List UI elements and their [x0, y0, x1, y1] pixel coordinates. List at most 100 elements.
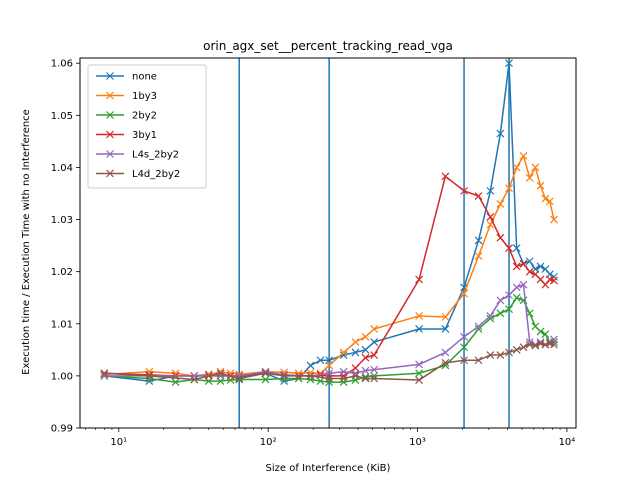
data-point: [505, 305, 513, 314]
plot-area: 10¹ 10² 10³ 10⁴ 0.99 1.00 1.01 1.02 1.03 1.04 1.05…: [51, 57, 577, 448]
data-point: [536, 181, 545, 190]
data-point: [505, 244, 513, 253]
data-point: [460, 289, 468, 298]
y-axis-title: Execution time / Execution Time with no …: [21, 109, 32, 375]
data-point: [460, 283, 468, 292]
data-point: [339, 374, 348, 383]
data-point: [415, 312, 424, 320]
data-point: [361, 373, 370, 381]
data-point: [351, 338, 360, 346]
data-point: [145, 370, 154, 379]
data-point: [512, 293, 521, 302]
data-point: [370, 338, 379, 346]
data-point: [361, 345, 370, 354]
data-point: [361, 366, 370, 375]
data-point: [361, 332, 370, 341]
data-point: [415, 325, 424, 333]
data-point: [370, 351, 379, 359]
data-point: [460, 332, 468, 341]
data-point: [496, 233, 505, 242]
y-tick-label: 1.01: [51, 319, 73, 330]
data-point: [325, 361, 334, 370]
data-point: [306, 371, 315, 380]
data-point: [545, 197, 554, 206]
data-point: [339, 378, 348, 387]
data-point: [351, 369, 360, 378]
data-point: [474, 192, 483, 201]
y-tick-label: 1.00: [51, 371, 73, 382]
data-point: [370, 374, 379, 383]
data-point: [519, 152, 528, 160]
data-point: [525, 257, 534, 266]
plot-contents: [100, 58, 558, 428]
legend-label: L4s_2by2: [132, 150, 179, 161]
data-point: [550, 276, 558, 285]
data-point: [474, 236, 483, 245]
data-point: [486, 351, 495, 359]
data-point: [474, 356, 483, 365]
data-point: [486, 213, 495, 221]
data-point: [519, 280, 528, 289]
data-point: [216, 369, 225, 378]
series-line: [104, 342, 555, 381]
legend-marker: [106, 130, 114, 139]
y-tick-label: 1.06: [51, 59, 73, 70]
data-point: [550, 215, 558, 224]
legend-marker: [106, 150, 114, 158]
data-point: [370, 365, 379, 374]
data-point: [505, 348, 513, 357]
data-point: [512, 163, 521, 172]
data-point: [100, 369, 109, 378]
data-point: [519, 259, 528, 268]
data-point: [474, 322, 483, 331]
legend-marker: [106, 72, 114, 80]
data-point: [486, 186, 495, 195]
data-point: [325, 374, 334, 383]
legend-label: 1by3: [132, 91, 157, 102]
data-point: [441, 325, 450, 333]
x-tick-label: 10³: [409, 437, 426, 448]
data-point: [441, 172, 450, 181]
data-point: [190, 375, 199, 384]
data-point: [550, 340, 558, 349]
data-point: [261, 369, 270, 378]
data-point: [415, 275, 424, 284]
data-point: [486, 312, 495, 320]
data-point: [496, 351, 505, 359]
data-point: [525, 173, 534, 182]
data-point: [441, 348, 450, 357]
data-point: [370, 325, 379, 333]
data-point: [441, 358, 450, 367]
data-point: [541, 340, 550, 349]
data-point: [361, 353, 370, 362]
x-tick-label: 10⁴: [559, 437, 576, 448]
y-tick-label: 1.04: [51, 163, 73, 174]
data-point: [531, 163, 540, 172]
data-point: [280, 371, 289, 380]
data-point: [351, 371, 360, 380]
data-point: [474, 325, 483, 333]
data-point: [512, 244, 521, 253]
data-point: [441, 313, 450, 321]
axes-frame: [79, 57, 577, 429]
data-point: [460, 356, 468, 365]
data-point: [512, 283, 521, 292]
data-point: [339, 367, 348, 376]
x-axis-title: Size of Interference (KiB): [266, 463, 391, 474]
x-tick-label: 10¹: [110, 437, 127, 448]
y-tick-label: 1.02: [51, 267, 73, 278]
data-point: [280, 370, 289, 379]
data-point: [536, 339, 545, 348]
legend-label: 2by2: [132, 111, 157, 122]
legend-marker: [106, 169, 114, 178]
data-point: [171, 378, 180, 387]
data-point: [339, 351, 348, 359]
data-point: [325, 378, 334, 387]
data-point: [145, 371, 154, 380]
y-tick-label: 0.99: [51, 424, 73, 435]
data-point: [525, 267, 534, 276]
data-point: [512, 345, 521, 354]
chart-title: orin_agx_set__percent_tracking_read_vga: [203, 39, 453, 53]
data-point: [339, 348, 348, 357]
